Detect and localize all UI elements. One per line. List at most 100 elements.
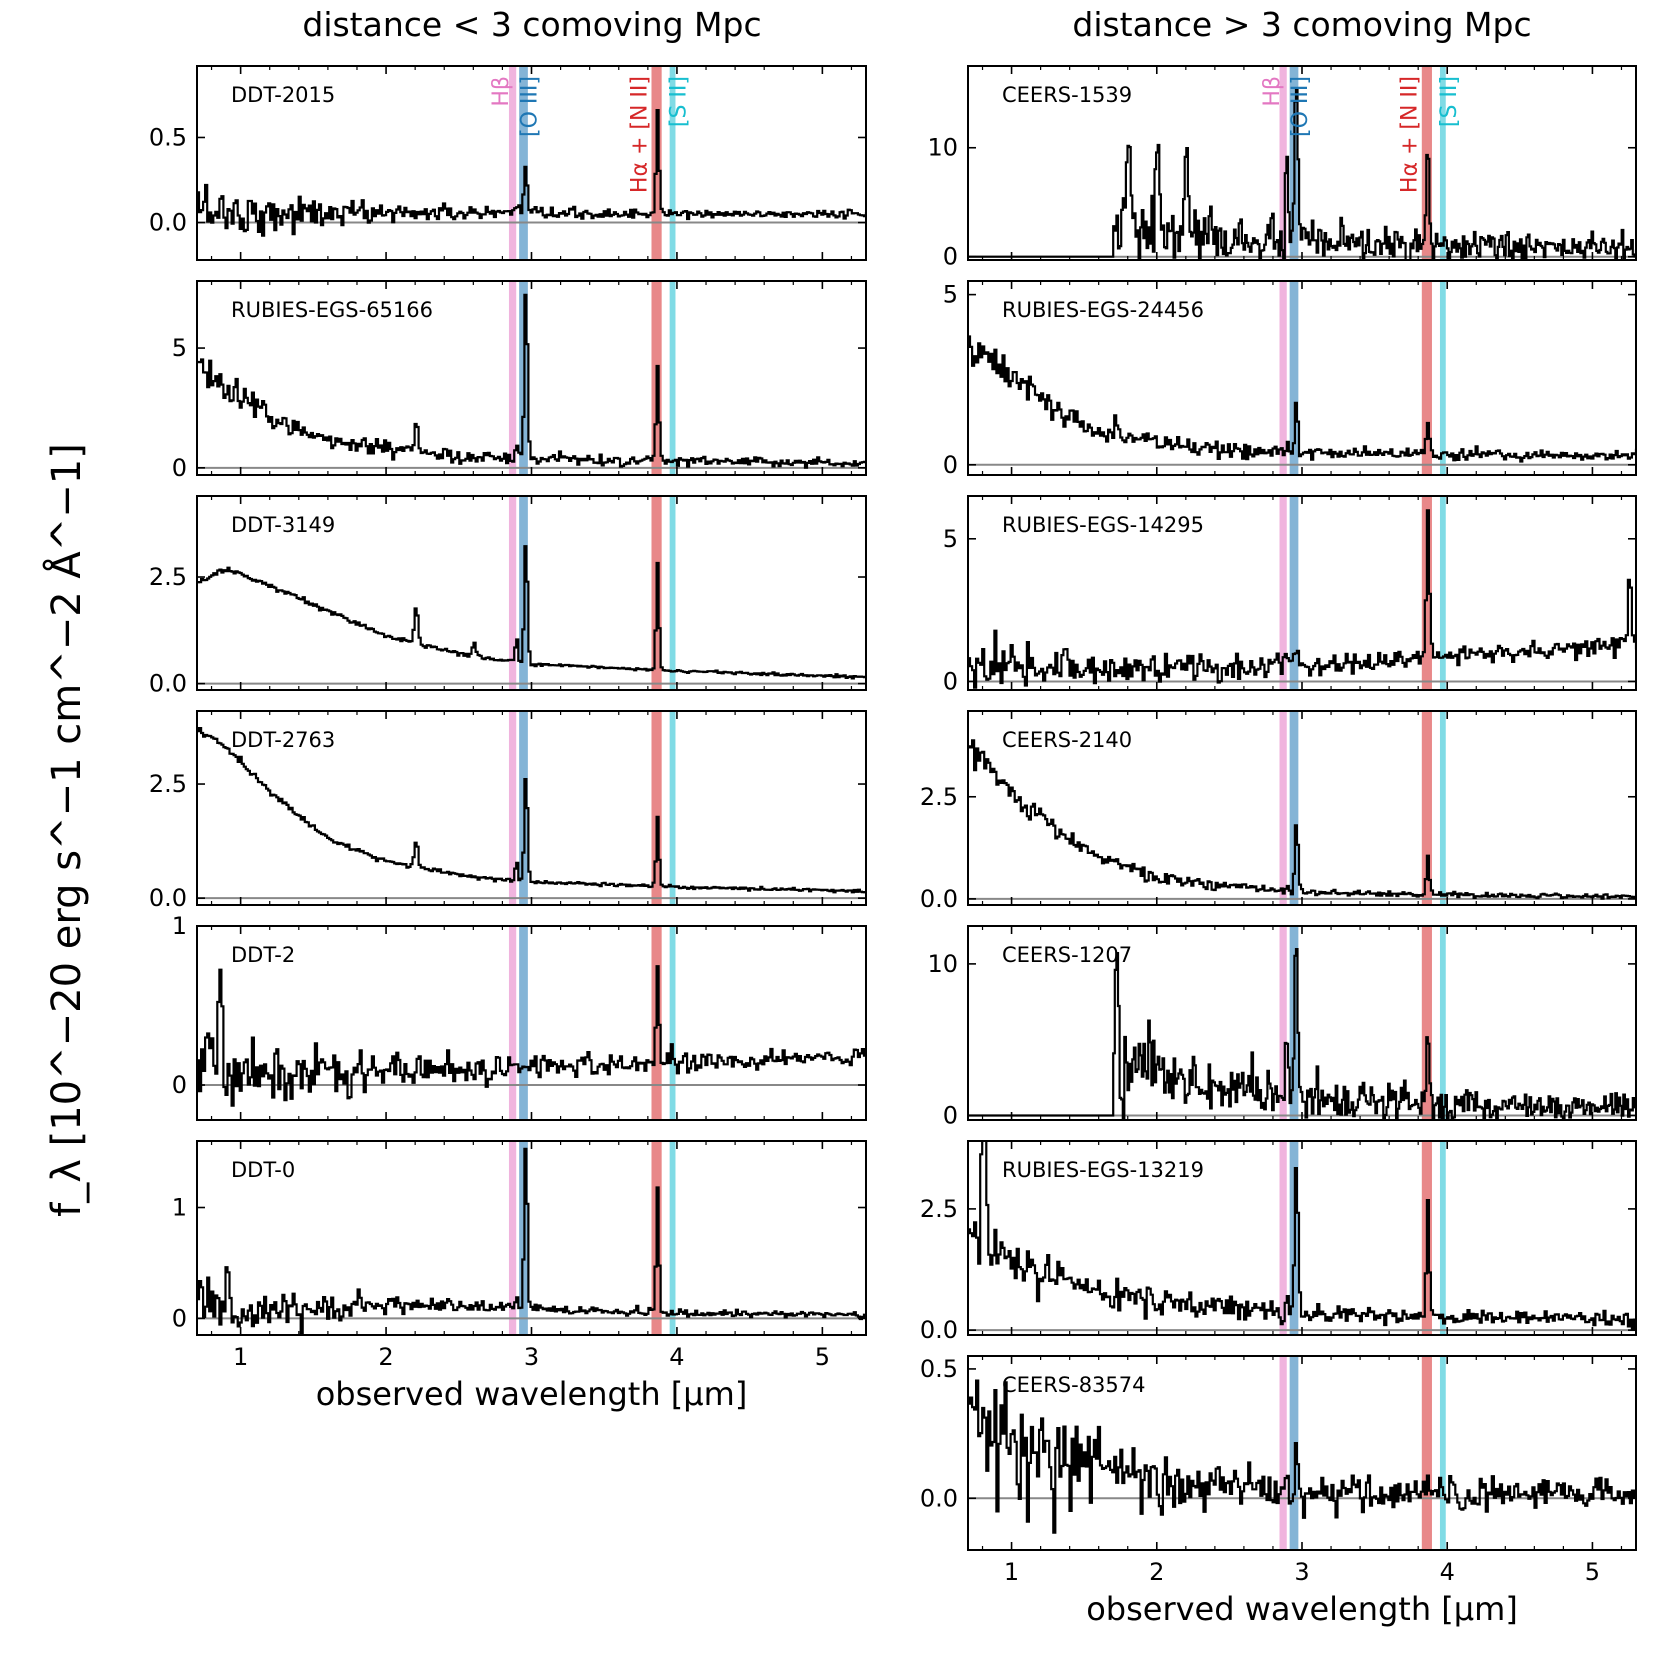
line-band-halpha-nii (1421, 926, 1432, 1120)
panel-label: DDT-2 (231, 943, 295, 967)
x-tick-label: 3 (1294, 1558, 1309, 1586)
line-label-halpha-nii: Hα + [N II] (627, 76, 652, 193)
y-tick-label: 5 (943, 281, 958, 309)
panel-label: CEERS-2140 (1002, 728, 1132, 752)
column-far: distance > 3 comoving Mpc 0 10 CEERS-1539 Hβ… (920, 5, 1637, 1628)
line-label-sii: [S II] (667, 76, 692, 127)
panel-label: CEERS-1207 (1002, 943, 1132, 967)
line-band-hbeta (508, 926, 517, 1120)
line-band-sii (669, 711, 676, 905)
spectrum-line (197, 727, 866, 894)
line-band-oiii (1289, 711, 1299, 905)
line-band-sii (669, 496, 676, 690)
panel-label: RUBIES-EGS-14295 (1002, 513, 1204, 537)
panel-ddt-3149: 0.0 2.5 DDT-3149 (149, 495, 867, 698)
y-tick-label: 0.5 (920, 1355, 958, 1383)
y-tick-label: 0.0 (149, 884, 187, 912)
panel-label: DDT-2763 (231, 728, 335, 752)
panel-label: RUBIES-EGS-13219 (1002, 1158, 1204, 1182)
panel-ceers-83574: 0.0 0.5 CEERS-83574 1 2 3 4 5 observed wavelengt… (920, 1355, 1637, 1628)
panel-ddt-2015: 0.0 0.5 DDT-2015 Hβ [O III] Hα + [N II] [S II] (149, 65, 867, 261)
spectrum-line (968, 335, 1636, 463)
spectrum-line (197, 965, 866, 1107)
y-tick-label: 0.0 (920, 1484, 958, 1512)
x-tick-label: 2 (378, 1343, 393, 1371)
line-band-sii (1439, 496, 1446, 690)
line-band-sii (1439, 1141, 1446, 1335)
line-band-sii (1439, 1356, 1446, 1550)
y-tick-label: 0.0 (149, 670, 187, 698)
line-band-hbeta (1279, 926, 1287, 1120)
line-band-sii (1439, 711, 1446, 905)
y-tick-label: 0 (172, 1071, 187, 1099)
spectrum-line (968, 1141, 1636, 1331)
y-tick-label: 10 (927, 950, 958, 978)
y-tick-label: 0 (172, 1304, 187, 1332)
line-label-sii: [S II] (1437, 76, 1462, 127)
y-tick-label: 1 (172, 1194, 187, 1222)
line-band-sii (669, 281, 676, 475)
y-tick-label: 5 (943, 525, 958, 553)
spectrum-line (968, 88, 1636, 260)
y-tick-label: 2.5 (920, 1195, 958, 1223)
panel-ceers-1539: 0 10 CEERS-1539 Hβ [O III] Hα + [N II] [S II] (927, 65, 1637, 271)
line-band-hbeta (1279, 66, 1287, 260)
line-band-sii (669, 926, 676, 1120)
line-band-hbeta (508, 496, 517, 690)
line-band-hbeta (508, 1141, 517, 1335)
line-band-sii (1439, 281, 1446, 475)
panel-ceers-1207: 0 10 CEERS-1207 (927, 925, 1637, 1129)
x-axis-label: observed wavelength [μm] (316, 1375, 748, 1413)
panel-label: DDT-2015 (231, 83, 335, 107)
y-tick-label: 0.0 (149, 209, 187, 237)
x-tick-label: 5 (815, 1343, 830, 1371)
panel-ddt-0: 0 1 DDT-0 1 2 3 4 5 observed wavelength [μm] (172, 1140, 867, 1413)
line-label-hbeta: Hβ (1260, 76, 1285, 107)
y-tick-label: 0 (943, 667, 958, 695)
panel-ceers-2140: 0.0 2.5 CEERS-2140 (920, 710, 1637, 913)
y-tick-label: 0 (943, 1101, 958, 1129)
line-band-halpha-nii (1421, 1356, 1432, 1550)
y-tick-label: 2.5 (149, 770, 187, 798)
panel-ddt-2: 0 1 DDT-2 (172, 912, 867, 1121)
line-band-hbeta (1279, 711, 1287, 905)
y-tick-label: 1 (172, 912, 187, 940)
line-label-hbeta: Hβ (489, 76, 514, 107)
line-band-sii (1439, 66, 1446, 260)
spectrum-line (968, 739, 1636, 900)
line-band-oiii (519, 926, 528, 1120)
x-tick-label: 4 (669, 1343, 684, 1371)
x-axis-label: observed wavelength [μm] (1086, 1590, 1518, 1628)
line-band-hbeta (508, 66, 517, 260)
y-tick-label: 0 (172, 454, 187, 482)
line-band-hbeta (508, 281, 517, 475)
panel-ddt-2763: 0.0 2.5 DDT-2763 (149, 710, 867, 912)
column-title: distance > 3 comoving Mpc (1072, 5, 1531, 44)
y-tick-label: 5 (172, 334, 187, 362)
line-band-halpha-nii (1421, 711, 1432, 905)
panel-rubies-egs-14295: 0 5 RUBIES-EGS-14295 (943, 495, 1637, 695)
x-tick-label: 4 (1440, 1558, 1455, 1586)
panel-label: CEERS-1539 (1002, 83, 1132, 107)
y-tick-label: 2.5 (149, 563, 187, 591)
y-axis-label: f_λ [10^−20 erg s^−1 cm^−2 Å^−1] (42, 443, 90, 1217)
panel-label: RUBIES-EGS-24456 (1002, 298, 1204, 322)
line-band-sii (669, 1141, 676, 1335)
spectrum-line (197, 1147, 866, 1335)
panel-label: RUBIES-EGS-65166 (231, 298, 433, 322)
panel-rubies-egs-24456: 0 5 RUBIES-EGS-24456 (943, 280, 1637, 479)
y-tick-label: 10 (927, 134, 958, 162)
line-band-hbeta (1279, 281, 1287, 475)
spectrum-line (197, 293, 866, 469)
spectrum-line (197, 109, 866, 237)
line-band-oiii (1289, 281, 1299, 475)
panel-label: DDT-3149 (231, 513, 335, 537)
panel-rubies-egs-65166: 0 5 RUBIES-EGS-65166 (172, 280, 867, 482)
spectrum-line (197, 545, 866, 680)
line-band-halpha-nii (1421, 281, 1432, 475)
x-tick-label: 1 (233, 1343, 248, 1371)
y-tick-label: 2.5 (920, 783, 958, 811)
y-tick-label: 0.0 (920, 885, 958, 913)
